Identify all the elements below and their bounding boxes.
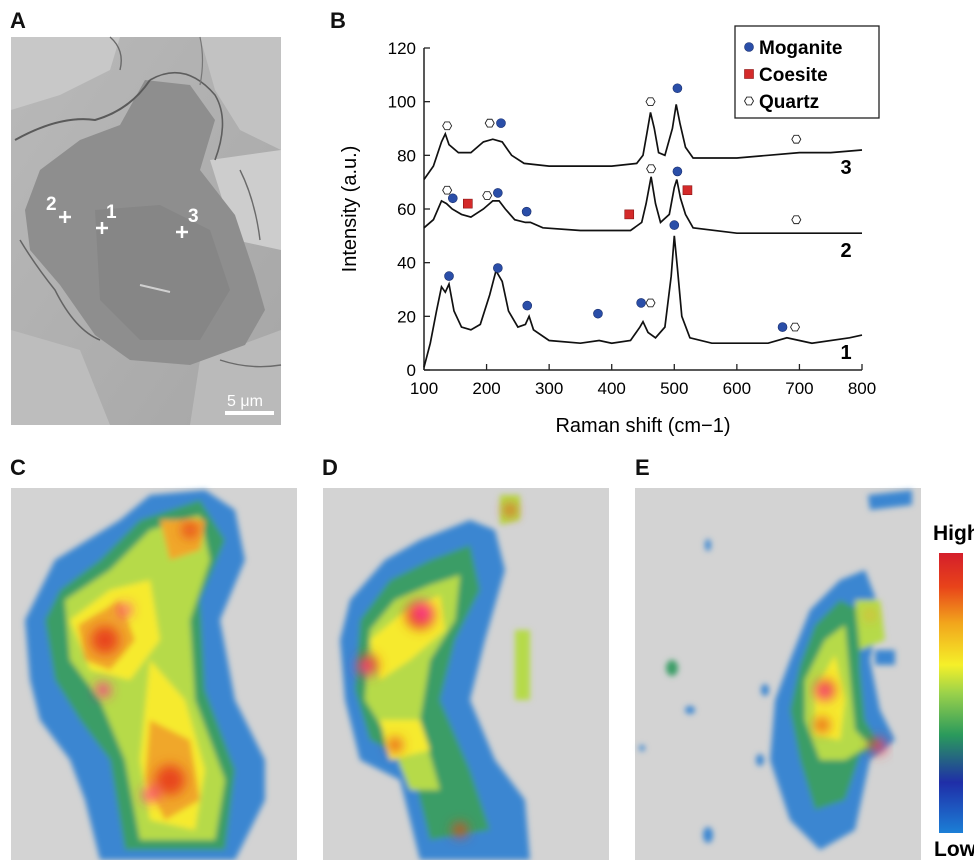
x-tick-label: 200 xyxy=(472,379,500,398)
coesite-marker xyxy=(682,185,693,196)
colorbar-low-label: Low xyxy=(934,838,974,860)
quartz-marker xyxy=(645,97,656,107)
moganite-marker xyxy=(493,263,503,273)
legend-moganite-label: Moganite xyxy=(759,38,842,59)
legend-quartz-label: Quartz xyxy=(759,92,819,113)
moganite-marker xyxy=(521,206,532,217)
series-line-3 xyxy=(423,104,863,180)
moganite-marker xyxy=(444,271,454,281)
series-label-3: 3 xyxy=(840,157,851,179)
moganite-marker xyxy=(672,83,683,94)
x-tick-label: 300 xyxy=(535,379,563,398)
colorbar-gradient xyxy=(939,553,963,833)
series-line-1 xyxy=(423,235,863,368)
y-tick-label: 100 xyxy=(388,93,416,112)
quartz-marker xyxy=(791,215,802,225)
colorbar: High Low xyxy=(933,522,974,860)
panel-letter-b: B xyxy=(330,8,346,33)
x-tick-label: 100 xyxy=(410,379,438,398)
coesite-marker xyxy=(462,198,473,209)
moganite-marker xyxy=(672,166,683,177)
y-tick-label: 40 xyxy=(397,254,416,273)
quartz-marker xyxy=(442,185,453,195)
point-marker-2: 2 xyxy=(46,194,71,223)
panel-letter-c: C xyxy=(10,455,26,480)
map-e xyxy=(635,488,921,860)
x-tick-label: 700 xyxy=(785,379,813,398)
y-tick-label: 60 xyxy=(397,200,416,219)
legend-coesite-marker xyxy=(744,69,754,79)
x-tick-label: 500 xyxy=(660,379,688,398)
panel-letter-e: E xyxy=(635,455,650,480)
y-tick-label: 20 xyxy=(397,307,416,326)
legend-coesite-label: Coesite xyxy=(759,65,828,86)
moganite-marker xyxy=(777,322,788,332)
quartz-marker xyxy=(645,298,656,308)
quartz-marker xyxy=(442,121,453,131)
series-line-2 xyxy=(423,176,862,235)
colorbar-high-label: High xyxy=(933,522,974,545)
point-marker-1: 1 xyxy=(96,202,117,234)
x-tick-label: 600 xyxy=(723,379,751,398)
moganite-marker xyxy=(496,118,506,128)
moganite-marker xyxy=(669,220,680,230)
point-label-2: 2 xyxy=(46,194,57,215)
moganite-marker xyxy=(522,300,533,311)
series-label-1: 1 xyxy=(840,342,851,364)
quartz-marker xyxy=(646,164,657,174)
y-axis-label: Intensity (a.u.) xyxy=(339,146,361,273)
legend-moganite-marker xyxy=(744,42,754,52)
raman-chart: 0 20 40 60 80 100 120 100 200 300 400 500 600 700 800 R… xyxy=(339,25,880,437)
x-axis-label: Raman shift (cm−1) xyxy=(555,415,730,437)
legend: Moganite Coesite Quartz xyxy=(734,25,880,119)
map-d xyxy=(323,488,609,860)
y-tick-label: 80 xyxy=(397,146,416,165)
y-tick-label: 120 xyxy=(388,39,416,58)
quartz-marker xyxy=(482,191,493,200)
point-label-3: 3 xyxy=(188,206,199,227)
coesite-marker xyxy=(624,209,635,220)
panel-letter-a: A xyxy=(10,8,26,33)
sem-image: 2 1 3 5 μm xyxy=(11,36,282,425)
legend-box xyxy=(734,25,880,119)
point-label-1: 1 xyxy=(106,202,117,223)
scale-bar xyxy=(225,411,274,415)
y-tick-label: 0 xyxy=(407,361,416,380)
series-label-2: 2 xyxy=(840,240,851,262)
quartz-marker xyxy=(790,322,801,332)
panel-letter-d: D xyxy=(322,455,338,480)
moganite-marker xyxy=(636,298,646,308)
quartz-marker xyxy=(791,134,802,144)
point-marker-3: 3 xyxy=(176,206,199,238)
moganite-marker xyxy=(447,193,458,204)
x-tick-label: 800 xyxy=(848,379,876,398)
moganite-marker xyxy=(593,308,603,319)
quartz-marker xyxy=(484,118,495,128)
moganite-marker xyxy=(493,188,503,198)
map-c xyxy=(11,488,297,860)
x-tick-label: 400 xyxy=(598,379,626,398)
legend-quartz-marker xyxy=(743,96,755,106)
scale-bar-label: 5 μm xyxy=(227,393,263,410)
